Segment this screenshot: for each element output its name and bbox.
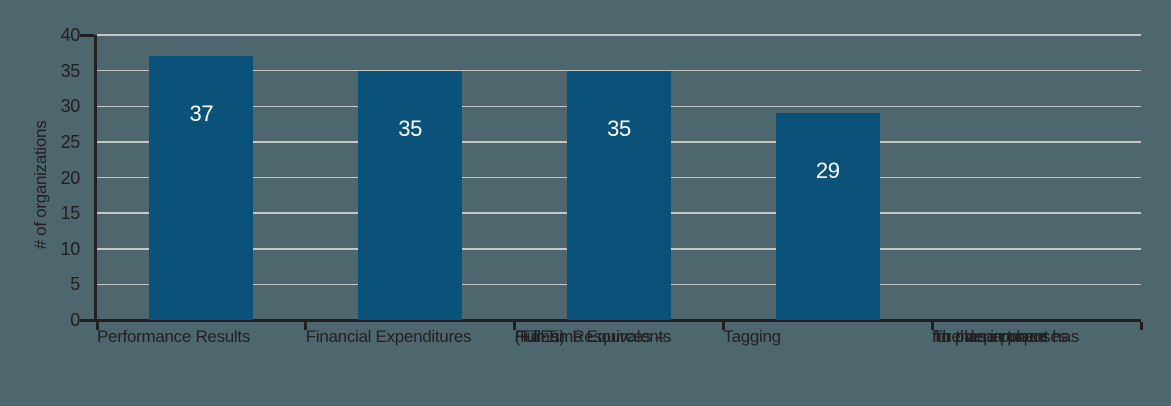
- bar-value-label: 35: [398, 115, 423, 141]
- x-axis-tick: [1139, 321, 1143, 330]
- y-tick-label: 30: [60, 96, 81, 117]
- bar: 35: [567, 70, 671, 320]
- gridline: [97, 34, 1141, 36]
- x-axis-tick: [721, 321, 725, 330]
- x-axis-tick: [95, 321, 99, 330]
- category-label-line: for these purposes: [932, 327, 1068, 346]
- bar-value-label: 35: [607, 115, 631, 141]
- x-axis-tick: [930, 321, 934, 330]
- y-tick-label: 20: [60, 167, 81, 188]
- category-label-line: Human Resources –: [514, 327, 665, 346]
- category-label-line: The department has: [932, 327, 1079, 346]
- category-label-line: no plan in place: [932, 327, 1047, 346]
- bar-value-label: 37: [189, 101, 214, 127]
- y-tick-label: 10: [60, 238, 81, 259]
- bar-value-label: 29: [815, 158, 840, 184]
- x-axis-tick: [513, 321, 517, 330]
- category-label-line: Performance Results: [97, 327, 251, 346]
- bar: 35: [358, 70, 463, 320]
- category-label-line: (FTEs): [514, 327, 565, 346]
- category-label-line: Full-Time Equivalents: [514, 327, 672, 346]
- category-label-line: Financial Expenditures: [305, 327, 472, 346]
- category-label-line: Tagging: [723, 327, 781, 346]
- bar: 29: [775, 113, 880, 320]
- y-tick-label: 40: [60, 25, 81, 45]
- x-axis-line: [94, 318, 1141, 322]
- bar: 37: [149, 56, 254, 320]
- y-axis-tick: [80, 318, 94, 322]
- y-tick-label: 35: [60, 60, 81, 81]
- x-axis-tick: [304, 321, 308, 330]
- y-axis-tick: [80, 33, 94, 37]
- y-tick-label: 25: [60, 131, 81, 152]
- y-tick-label: 0: [70, 310, 80, 330]
- y-tick-label: 5: [70, 274, 80, 295]
- y-tick-label: 15: [60, 203, 81, 224]
- y-axis-line: [94, 35, 97, 322]
